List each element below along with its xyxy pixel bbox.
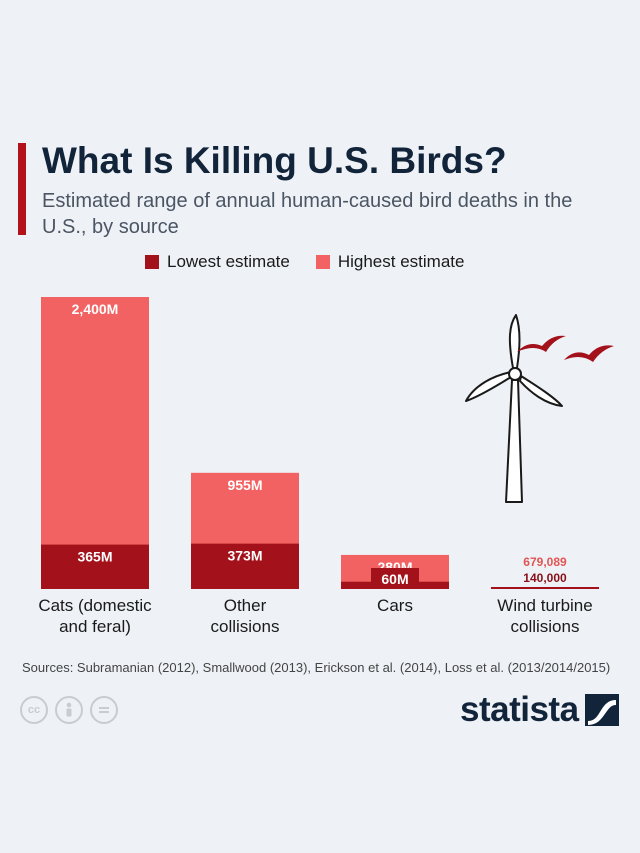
- category-label: collisions: [511, 617, 580, 636]
- statista-logo[interactable]: statista: [460, 690, 619, 730]
- bird-icon: [564, 345, 614, 362]
- no-derivatives-icon[interactable]: [90, 696, 118, 724]
- data-label-lowest-background: [371, 568, 419, 589]
- category-label: Cars: [377, 596, 413, 615]
- legend-item-lowest: Lowest estimate: [145, 252, 290, 272]
- bird-icon: [517, 335, 566, 352]
- data-label-lowest: 60M: [381, 571, 408, 587]
- creative-commons-icon[interactable]: cc: [20, 696, 48, 724]
- category-label: Other: [224, 596, 267, 615]
- data-label-highest: 2,400M: [72, 301, 119, 317]
- statista-logo-text: statista: [460, 690, 579, 729]
- category-label: collisions: [211, 617, 280, 636]
- category-label: Wind turbine: [497, 596, 592, 615]
- legend-label-lowest: Lowest estimate: [167, 252, 290, 271]
- bar-lowest-estimate: [491, 587, 599, 589]
- legend-swatch-highest: [315, 255, 330, 269]
- category-label: and feral): [59, 617, 131, 636]
- data-label-lowest: 373M: [227, 548, 262, 564]
- wind-turbine-illustration: [465, 314, 614, 503]
- legend-label-highest: Highest estimate: [337, 252, 465, 271]
- bar-lowest-estimate: [41, 544, 149, 589]
- sources-note: Sources: Subramanian (2012), Smallwood (…: [22, 660, 611, 675]
- page-subtitle: Estimated range of annual human-caused b…: [42, 190, 573, 238]
- data-label-highest: 679,089: [523, 555, 567, 569]
- page-title: What Is Killing U.S. Birds?: [42, 140, 507, 181]
- attribution-icon[interactable]: [55, 696, 83, 724]
- bar-chart: 2,400M 365M Cats (domestic and feral) 955M 37…: [38, 297, 614, 636]
- category-label: Cats (domestic: [38, 596, 152, 615]
- statista-logo-icon: [584, 694, 619, 726]
- legend: Lowest estimate Highest estimate: [145, 252, 464, 272]
- title-accent-bar: [18, 143, 26, 235]
- legend-item-highest: Highest estimate: [315, 252, 465, 272]
- bar-lowest-estimate: [191, 543, 299, 589]
- data-label-highest: 955M: [227, 477, 262, 493]
- bar-highest-estimate: [41, 297, 149, 589]
- data-label-lowest: 365M: [77, 549, 112, 565]
- license-icons: cc: [20, 696, 118, 724]
- wind-turbine-icon: [465, 314, 563, 503]
- legend-swatch-lowest: [145, 255, 159, 269]
- data-label-lowest: 140,000: [523, 571, 567, 585]
